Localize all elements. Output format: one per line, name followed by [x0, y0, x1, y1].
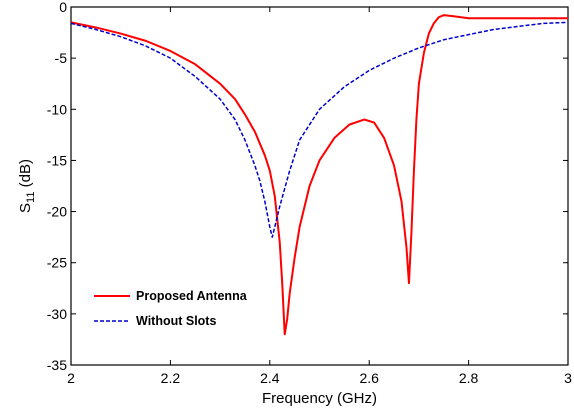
x-tick-label: 2 [67, 370, 75, 386]
x-tick-label: 2.6 [359, 370, 379, 386]
y-tick-label: -20 [47, 204, 67, 220]
y-tick-label: -15 [47, 152, 67, 168]
series-layer [70, 14, 569, 336]
x-axis-label: Frequency (GHz) [262, 390, 377, 407]
x-axis-ticks: 2 2.2 2.4 2.6 2.8 3 [67, 7, 572, 386]
series-line-proposed-antenna [70, 14, 568, 336]
x-tick-label: 2.8 [459, 370, 479, 386]
y-tick-label: -35 [47, 357, 67, 373]
y-axis-label-subscript: 11 [25, 192, 37, 203]
y-axis-label: S11 (dB) [17, 159, 37, 213]
x-tick-label: 2.2 [161, 370, 181, 386]
series-line-without-slots [70, 21, 569, 238]
y-tick-label: -25 [47, 255, 67, 271]
y-tick-label: -10 [47, 101, 67, 117]
x-tick-label: 3 [564, 370, 572, 386]
legend: Proposed Antenna Without Slots [94, 289, 248, 328]
y-tick-label: -5 [55, 50, 68, 66]
y-axis-ticks: 0 -5 -10 -15 -20 -25 -30 -35 [47, 0, 568, 373]
y-tick-label: 0 [59, 0, 67, 15]
plot-frame [70, 6, 569, 366]
y-tick-label: -30 [47, 306, 67, 322]
legend-label-without-slots: Without Slots [136, 314, 216, 328]
legend-label-proposed-antenna: Proposed Antenna [136, 289, 248, 303]
x-tick-label: 2.4 [260, 370, 280, 386]
